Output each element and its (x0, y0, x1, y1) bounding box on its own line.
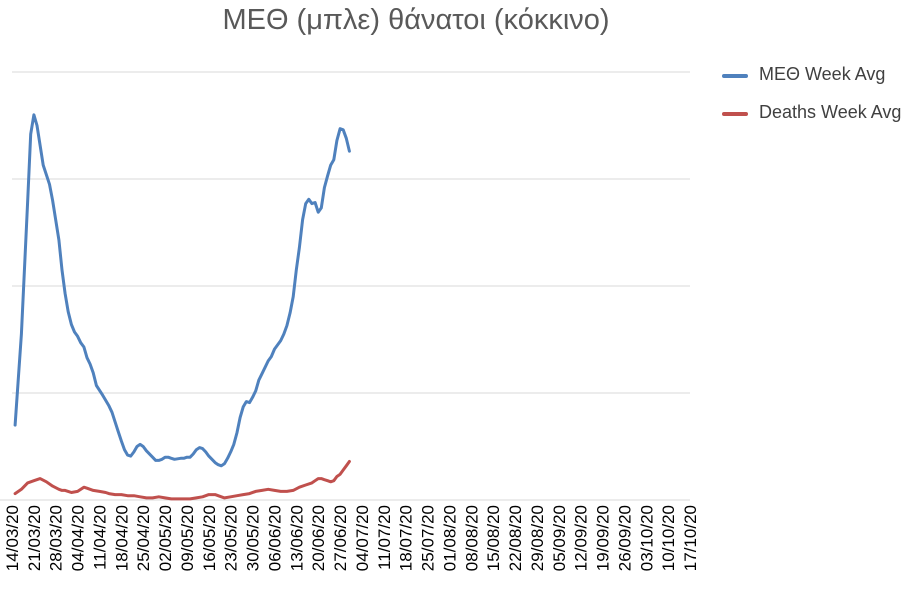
legend-label-icu: ΜΕΘ Week Avg (759, 64, 886, 84)
x-tick-labels: 14/03/20 21/03/20 28/03/20 04/04/20 11/04/20… (3, 505, 700, 571)
x-tick-label: 26/09/20 (615, 505, 634, 571)
legend-label-deaths: Deaths Week Avg (759, 102, 902, 122)
x-tick-label: 13/06/20 (287, 505, 306, 571)
x-tick-label: 17/10/20 (681, 505, 700, 571)
x-tick-label: 04/04/20 (69, 505, 88, 571)
x-tick-label: 25/07/20 (419, 505, 438, 571)
x-tick-label: 18/04/20 (112, 505, 131, 571)
x-tick-label: 23/05/20 (222, 505, 241, 571)
x-tick-label: 30/05/20 (244, 505, 263, 571)
x-tick-label: 18/07/20 (397, 505, 416, 571)
x-tick-label: 15/08/20 (484, 505, 503, 571)
x-tick-label: 22/08/20 (506, 505, 525, 571)
x-tick-label: 08/08/20 (462, 505, 481, 571)
x-tick-label: 19/09/20 (594, 505, 613, 571)
x-tick-label: 10/10/20 (659, 505, 678, 571)
x-tick-label: 20/06/20 (309, 505, 328, 571)
series-layer (13, 113, 351, 501)
x-tick-label: 28/03/20 (47, 505, 66, 571)
x-tick-label: 27/06/20 (331, 505, 350, 571)
legend-swatch-deaths (722, 112, 748, 116)
x-tick-label: 03/10/20 (637, 505, 656, 571)
x-tick-label: 12/09/20 (572, 505, 591, 571)
x-tick-label: 21/03/20 (25, 505, 44, 571)
series-line-icu (13, 113, 351, 468)
series-line-deaths (13, 460, 351, 501)
x-tick-label: 02/05/20 (156, 505, 175, 571)
x-tick-label: 05/09/20 (550, 505, 569, 571)
x-tick-label: 11/04/20 (90, 505, 109, 570)
legend-swatch-icu (722, 74, 748, 78)
x-tick-label: 16/05/20 (200, 505, 219, 571)
x-tick-label: 25/04/20 (134, 505, 153, 571)
gridlines (12, 71, 690, 394)
x-tick-label: 01/08/20 (440, 505, 459, 571)
x-tick-label: 09/05/20 (178, 505, 197, 571)
x-tick-label: 14/03/20 (3, 505, 22, 571)
x-tick-label: 06/06/20 (265, 505, 284, 571)
x-tick-label: 11/07/20 (375, 505, 394, 570)
x-tick-label: 04/07/20 (353, 505, 372, 571)
chart-title: ΜΕΘ (μπλε) θάνατοι (κόκκινο) (222, 4, 610, 36)
x-tick-label: 29/08/20 (528, 505, 547, 571)
